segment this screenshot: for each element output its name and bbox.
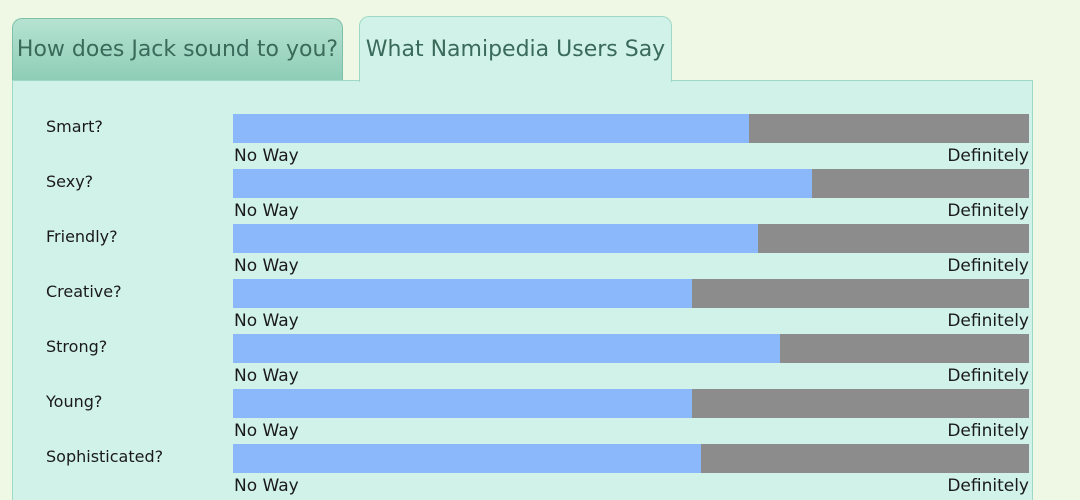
rating-bar <box>233 114 1029 143</box>
scale-max-label: Definitely <box>947 146 1029 166</box>
rating-label: Friendly? <box>46 227 118 246</box>
scale-min-label: No Way <box>234 201 299 221</box>
scale-max-label: Definitely <box>947 476 1029 496</box>
tab-how-does-jack-sound[interactable]: How does Jack sound to you? <box>12 18 343 80</box>
scale-max-label: Definitely <box>947 366 1029 386</box>
scale-min-label: No Way <box>234 256 299 276</box>
scale-min-label: No Way <box>234 476 299 496</box>
rating-row-friendly: Friendly? No Way Definitely <box>13 224 1034 279</box>
rating-bar-fill <box>233 114 749 143</box>
rating-row-smart: Smart? No Way Definitely <box>13 114 1034 169</box>
tab-label: What Namipedia Users Say <box>365 37 666 62</box>
rating-bar-fill <box>233 169 813 198</box>
rating-row-sexy: Sexy? No Way Definitely <box>13 169 1034 224</box>
rating-bar-fill <box>233 224 758 253</box>
scale-max-label: Definitely <box>947 421 1029 441</box>
scale-min-label: No Way <box>234 311 299 331</box>
tab-label: How does Jack sound to you? <box>16 37 339 62</box>
tab-bar: How does Jack sound to you? What Namiped… <box>0 0 1080 82</box>
ratings-panel: Smart? No Way Definitely Sexy? No Way De… <box>12 80 1033 500</box>
rating-row-strong: Strong? No Way Definitely <box>13 334 1034 389</box>
rating-label: Sexy? <box>46 172 94 191</box>
scale-max-label: Definitely <box>947 256 1029 276</box>
rating-row-young: Young? No Way Definitely <box>13 389 1034 444</box>
rating-label: Sophisticated? <box>46 447 164 466</box>
rating-label: Young? <box>46 392 103 411</box>
rating-bar <box>233 444 1029 473</box>
rating-bar-fill <box>233 334 780 363</box>
scale-min-label: No Way <box>234 366 299 386</box>
rating-label: Strong? <box>46 337 108 356</box>
scale-min-label: No Way <box>234 421 299 441</box>
rating-bar-fill <box>233 389 693 418</box>
rating-bar <box>233 279 1029 308</box>
tab-namipedia-users-say[interactable]: What Namipedia Users Say <box>359 16 672 82</box>
rating-bar <box>233 224 1029 253</box>
scale-min-label: No Way <box>234 146 299 166</box>
rating-bar <box>233 169 1029 198</box>
rating-bar <box>233 389 1029 418</box>
rating-row-sophisticated: Sophisticated? No Way Definitely <box>13 444 1034 499</box>
rating-bar-fill <box>233 444 702 473</box>
rating-bar <box>233 334 1029 363</box>
scale-max-label: Definitely <box>947 311 1029 331</box>
scale-max-label: Definitely <box>947 201 1029 221</box>
rating-label: Creative? <box>46 282 122 301</box>
rating-bar-fill <box>233 279 693 308</box>
rating-row-creative: Creative? No Way Definitely <box>13 279 1034 334</box>
rating-label: Smart? <box>46 117 103 136</box>
